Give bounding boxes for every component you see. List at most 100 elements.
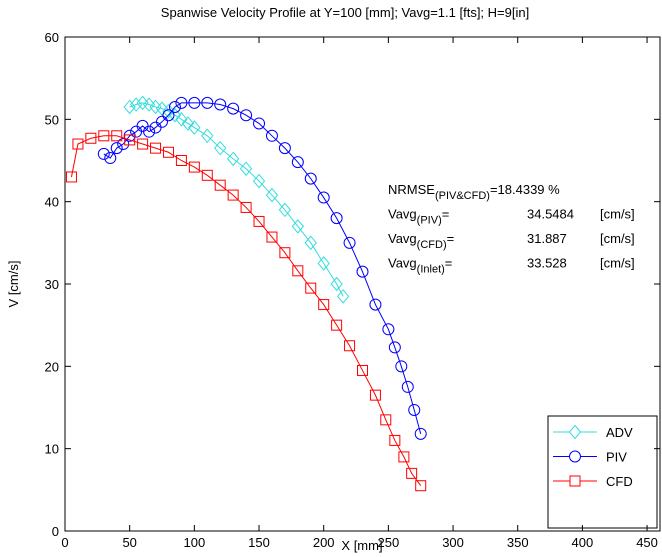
marker [240,109,253,122]
marker [356,265,369,278]
marker [369,389,381,401]
marker [278,202,292,218]
chart-title: Spanwise Velocity Profile at Y=100 [mm];… [161,5,529,20]
marker [65,171,77,183]
marker [188,120,201,135]
marker [388,341,401,354]
marker [137,138,149,150]
marker [398,451,410,463]
y-tick-label: 20 [45,359,59,374]
annotation-text: Vavg [388,207,417,222]
annotation-sub: (CFD) [417,239,447,251]
marker [155,101,169,116]
annotation-sub: (Inlet) [417,264,445,276]
marker [317,256,330,271]
marker [380,414,392,426]
annotation-value: = [442,207,450,222]
x-tick-label: 150 [248,535,270,550]
legend-marker [569,450,581,463]
marker [168,107,182,123]
annotation-sub: (PIV) [417,215,442,227]
marker [278,142,291,155]
marker [401,380,414,393]
marker [188,96,201,109]
marker [162,103,175,119]
marker [201,96,214,109]
annotation-sub: (PIV&CFD) [435,190,490,202]
legend-label: PIV [606,450,627,465]
marker [124,134,136,146]
marker [304,172,317,185]
marker [291,156,304,169]
marker [408,403,421,416]
annotation-text: Vavg [388,231,417,246]
legend-box [547,415,658,529]
marker [369,298,382,311]
annotation: Vavg(CFD)= [388,231,454,251]
y-tick-label: 30 [45,277,59,292]
marker [395,360,408,373]
marker [72,138,84,150]
x-tick-label: 250 [378,535,400,550]
marker [252,173,266,189]
marker [253,117,266,130]
marker [357,364,368,376]
annotation-number: 31.887 [527,231,567,246]
marker [150,142,162,154]
y-tick-label: 50 [45,112,59,127]
x-tick-label: 100 [183,535,205,550]
y-axis-label: V [cm/s] [6,261,21,308]
marker [97,147,110,160]
marker [181,116,195,131]
marker [265,187,279,203]
marker [330,276,343,292]
series-line [70,135,422,487]
marker [266,231,278,243]
marker [318,299,330,311]
marker [201,128,214,144]
marker [382,323,395,336]
marker [389,434,401,446]
marker [129,97,143,112]
marker [104,152,117,165]
y-tick-label: 0 [52,524,59,539]
marker [117,138,130,151]
legend-label: CFD [606,474,633,489]
marker [156,115,169,128]
marker [406,467,418,479]
x-tick-label: 0 [61,535,68,550]
x-tick-label: 50 [122,535,136,550]
x-tick-label: 350 [507,535,529,550]
marker [304,235,317,251]
legend-marker [569,475,581,487]
marker [226,151,240,167]
marker [98,130,110,142]
x-tick-label: 400 [572,535,594,550]
annotation-number: 34.5484 [527,207,574,222]
marker [292,265,304,277]
y-tick-label: 60 [45,30,59,45]
annotation: Vavg(Inlet)= [388,256,452,276]
annotation-unit: [cm/s] [600,256,635,271]
marker [227,189,239,201]
marker [305,282,317,294]
x-tick-label: 200 [313,535,335,550]
marker [227,102,240,115]
marker [111,130,123,142]
marker [201,169,213,181]
marker [317,191,330,204]
marker [330,212,343,225]
annotation-value: =18.4339 % [490,182,560,197]
marker [143,125,156,138]
series-line [103,102,422,434]
annotation-unit: [cm/s] [600,207,635,222]
legend-marker [568,424,582,440]
marker [123,99,136,115]
marker [168,100,181,113]
annotation-value: = [447,231,455,246]
y-tick-label: 40 [45,195,59,210]
marker [162,146,174,158]
marker [142,97,156,112]
x-tick-label: 450 [636,535,658,550]
